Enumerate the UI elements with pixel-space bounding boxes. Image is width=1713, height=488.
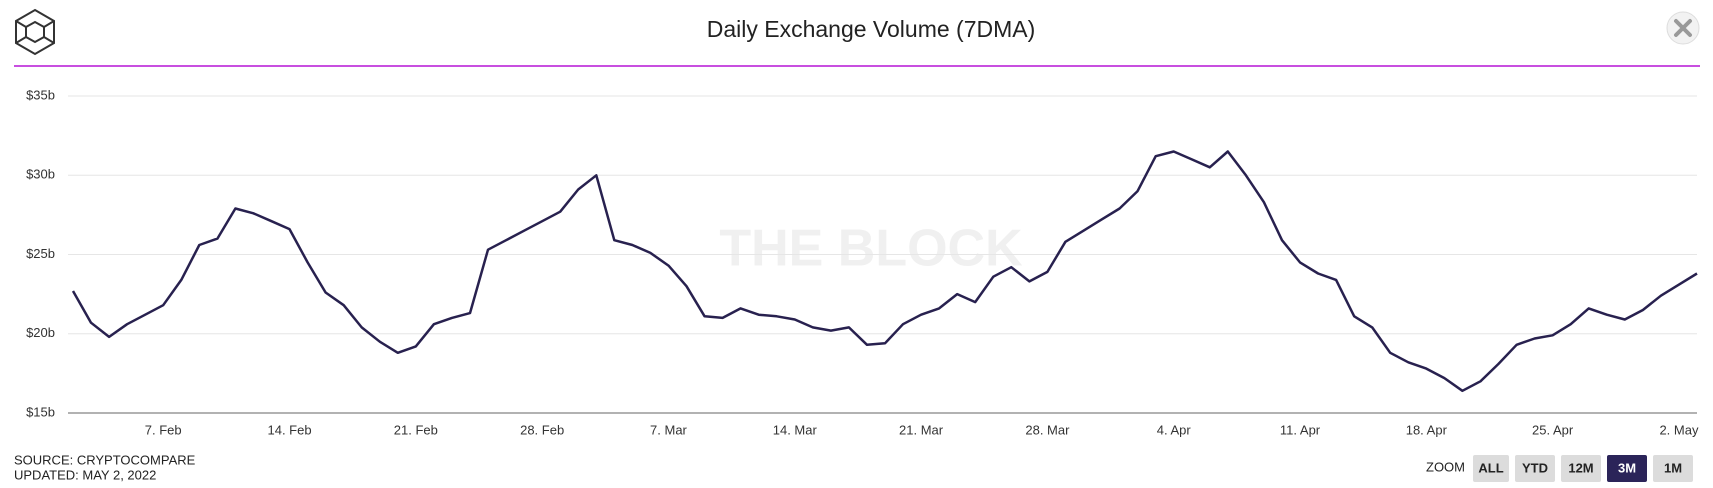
y-tick-label: $20b <box>26 325 55 340</box>
y-tick-label: $35b <box>26 87 55 102</box>
x-tick-label: 11. Apr <box>1280 422 1321 437</box>
zoom-button-label: YTD <box>1522 460 1548 475</box>
zoom-button-bg <box>1473 455 1509 482</box>
x-tick-label: 7. Mar <box>650 422 688 437</box>
updated: UPDATED: MAY 2, 2022 <box>14 467 156 482</box>
watermark: THE BLOCK <box>719 220 1023 278</box>
zoom-button[interactable]: YTD <box>1515 455 1555 482</box>
zoom-button-label: ALL <box>1478 460 1503 475</box>
x-tick-label: 25. Apr <box>1532 422 1574 437</box>
chart-title: Daily Exchange Volume (7DMA) <box>707 16 1036 42</box>
x-tick-label: 7. Feb <box>145 422 182 437</box>
series-line <box>71 150 1698 393</box>
logo <box>15 8 55 56</box>
close-button[interactable] <box>1666 11 1700 45</box>
y-tick-label: $30b <box>26 167 55 182</box>
x-tick-label: 21. Feb <box>394 422 438 437</box>
x-tick-label: 18. Apr <box>1406 422 1448 437</box>
zoom-button-bg <box>1561 455 1601 482</box>
zoom-button[interactable]: ALL <box>1473 455 1509 482</box>
zoom-button-label: 1M <box>1664 460 1682 475</box>
zoom-button-bg <box>1607 455 1647 482</box>
source: SOURCE: CRYPTOCOMPARE <box>14 452 196 467</box>
x-tick-label: 28. Mar <box>1025 422 1070 437</box>
y-tick-label: $15b <box>26 404 55 419</box>
x-tick-label: 4. Apr <box>1157 422 1192 437</box>
zoom-button-bg <box>1515 455 1555 482</box>
zoom-button[interactable]: 1M <box>1653 455 1693 482</box>
x-tick-label: 21. Mar <box>899 422 944 437</box>
zoom-button-bg <box>1653 455 1693 482</box>
x-tick-label: 14. Mar <box>773 422 818 437</box>
x-tick-label: 28. Feb <box>520 422 564 437</box>
zoom-button[interactable]: 3M <box>1607 455 1647 482</box>
zoom-button[interactable]: 12M <box>1561 455 1601 482</box>
zoom-button-label: 3M <box>1618 460 1636 475</box>
zoom-label: ZOOM <box>1426 459 1465 474</box>
x-tick-label: 14. Feb <box>267 422 311 437</box>
x-tick-label: 2. May <box>1659 422 1699 437</box>
zoom-button-label: 12M <box>1568 460 1593 475</box>
y-tick-label: $25b <box>26 246 55 261</box>
